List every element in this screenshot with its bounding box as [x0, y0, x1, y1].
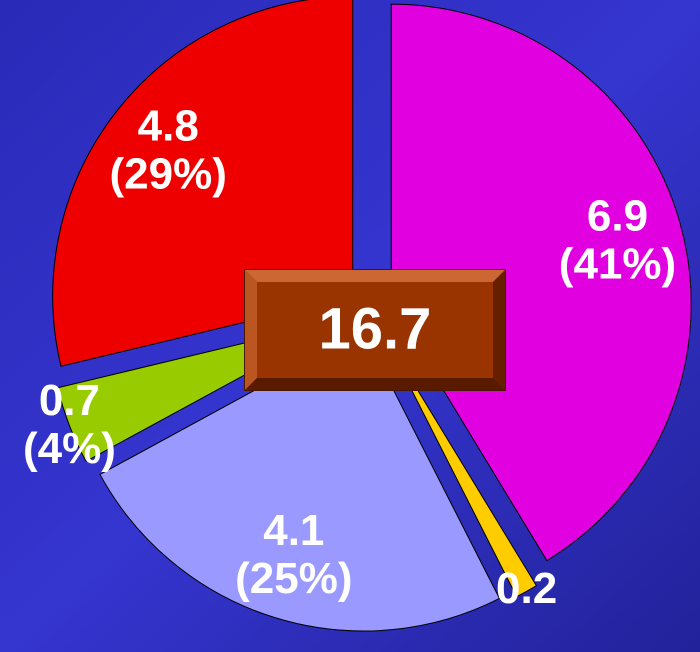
pie-slice	[99, 330, 501, 632]
total-box: 16.7	[244, 269, 506, 391]
value-label: 4.1	[263, 506, 324, 555]
bevel	[245, 378, 505, 390]
bevel	[493, 270, 505, 390]
value-label: 0.7	[39, 376, 100, 425]
bevel	[245, 270, 505, 282]
pie-slice	[390, 3, 692, 562]
percent-label: (4%)	[23, 424, 116, 473]
value-label: 4.8	[138, 101, 199, 150]
percent-label: (25%)	[235, 554, 352, 603]
percent-label: (41%)	[559, 239, 676, 288]
value-label: 0.2	[496, 564, 557, 613]
value-label: 6.9	[587, 191, 648, 240]
bevel	[245, 270, 257, 390]
percent-label: (29%)	[110, 149, 227, 198]
pie-slice	[380, 328, 538, 598]
total-label: 16.7	[319, 296, 432, 361]
